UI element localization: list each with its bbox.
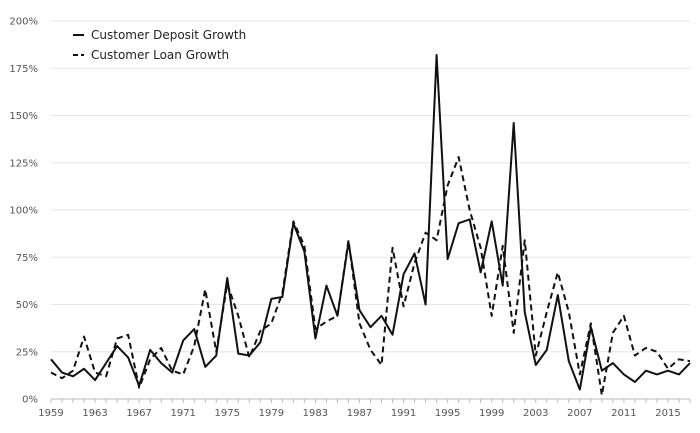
y-tick-label: 25% (16, 347, 38, 358)
x-tick-label: 1959 (38, 408, 63, 419)
y-tick-label: 100% (9, 206, 38, 217)
x-tick-label: 1987 (347, 408, 372, 419)
x-tick-label: 1967 (126, 408, 151, 419)
grid (51, 20, 690, 353)
y-tick-label: 150% (9, 111, 38, 122)
x-tick-label: 1979 (259, 408, 284, 419)
y-tick-label: 200% (9, 17, 38, 28)
y-tick-label: 50% (16, 300, 38, 311)
x-tick-label: 2011 (611, 408, 636, 419)
x-tick-label: 1971 (170, 408, 195, 419)
legend-item-deposit[interactable]: Customer Deposit Growth (73, 28, 246, 42)
y-tick-label: 125% (9, 158, 38, 169)
x-tick-label: 1963 (82, 408, 107, 419)
x-tick-label: 1975 (215, 408, 240, 419)
y-tick-label: 0% (22, 395, 38, 406)
y-tick-label: 175% (9, 64, 38, 75)
legend-label-deposit: Customer Deposit Growth (91, 28, 246, 42)
x-tick-label: 2015 (655, 408, 680, 419)
x-tick-label: 1991 (391, 408, 416, 419)
y-tick-label: 75% (16, 253, 38, 264)
x-tick-label: 2007 (567, 408, 592, 419)
x-tick-label: 2003 (523, 408, 548, 419)
x-tick-label: 1983 (303, 408, 328, 419)
x-tick-label: 1995 (435, 408, 460, 419)
x-axis: 1959 1963 1967 1971 1975 1979 1983 1987 1991 1995… (38, 398, 691, 419)
series-lines (50, 54, 691, 397)
legend-label-loan: Customer Loan Growth (91, 48, 229, 62)
series-line-deposit-growth (50, 54, 691, 391)
legend-item-loan[interactable]: Customer Loan Growth (73, 48, 229, 62)
y-axis: 0% 25% 50% 75% 100% 125% 150% 175% 200% (9, 17, 38, 406)
legend: Customer Deposit Growth Customer Loan Gr… (73, 28, 246, 62)
x-tick-label: 1999 (479, 408, 504, 419)
